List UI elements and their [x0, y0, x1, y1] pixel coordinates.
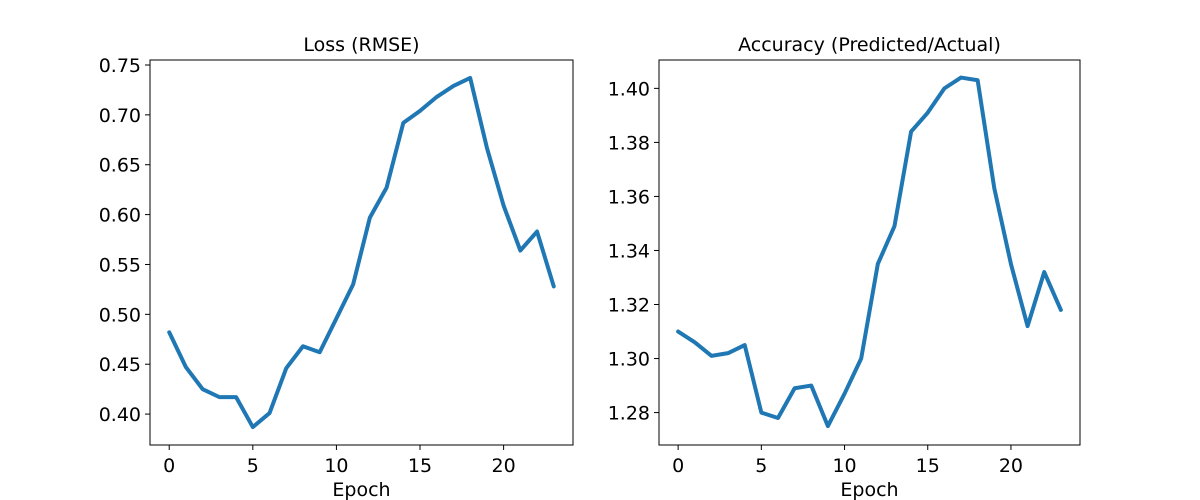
accuracy-x-tick-label: 20 — [999, 455, 1023, 477]
loss-y-tick-label: 0.75 — [99, 55, 141, 77]
loss-y-tick-label: 0.50 — [99, 304, 141, 326]
accuracy-series-line-0 — [676, 75, 1063, 429]
loss-y-tick-label: 0.45 — [99, 354, 141, 376]
loss-x-tick-label: 20 — [492, 455, 516, 477]
loss-y-tick-label: 0.70 — [99, 105, 141, 127]
accuracy-y-tick-label: 1.40 — [608, 78, 650, 100]
loss-x-tick-label: 5 — [247, 455, 259, 477]
accuracy-x-tick-label: 0 — [672, 455, 684, 477]
loss-chart-x-axis-label: Epoch — [332, 479, 390, 500]
loss-y-tick-label: 0.55 — [99, 254, 141, 276]
accuracy-chart-panel: Accuracy (Predicted/Actual) Epoch 0 5 10 15… — [608, 34, 1081, 500]
accuracy-plot-frame — [658, 59, 1081, 446]
accuracy-y-tick-label: 1.36 — [608, 186, 650, 208]
loss-x-tick-label: 10 — [324, 455, 348, 477]
loss-y-tick-label: 0.40 — [99, 404, 141, 426]
loss-x-tick-label: 15 — [408, 455, 432, 477]
accuracy-x-tick-label: 15 — [916, 455, 940, 477]
accuracy-y-tick-label: 1.28 — [608, 403, 650, 425]
loss-plot-frame — [149, 59, 574, 446]
accuracy-chart-title: Accuracy (Predicted/Actual) — [738, 34, 1001, 56]
loss-y-tick-label: 0.60 — [99, 205, 141, 227]
loss-chart-title: Loss (RMSE) — [303, 34, 419, 56]
accuracy-y-tick-label: 1.32 — [608, 295, 650, 317]
loss-x-tick-label: 0 — [163, 455, 175, 477]
accuracy-x-tick-label: 10 — [832, 455, 856, 477]
loss-chart-panel: Loss (RMSE) Epoch 0 5 10 15 20 0.40 0.45 0.50 0.… — [99, 34, 574, 500]
loss-series-line-0 — [167, 75, 556, 430]
accuracy-x-tick-label: 5 — [755, 455, 767, 477]
loss-y-tick-label: 0.65 — [99, 155, 141, 177]
accuracy-y-tick-label: 1.30 — [608, 349, 650, 371]
accuracy-y-tick-label: 1.38 — [608, 132, 650, 154]
accuracy-y-tick-label: 1.34 — [608, 240, 650, 262]
accuracy-chart-x-axis-label: Epoch — [840, 479, 898, 500]
